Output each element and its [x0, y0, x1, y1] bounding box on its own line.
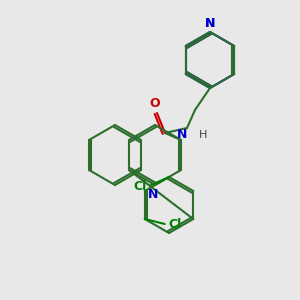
Text: N: N	[205, 17, 215, 30]
Text: N: N	[148, 188, 158, 201]
Text: N: N	[177, 128, 187, 141]
Text: O: O	[150, 97, 160, 110]
Text: N: N	[205, 17, 215, 30]
Text: Cl: Cl	[169, 218, 182, 230]
Text: H: H	[199, 130, 207, 140]
Text: Cl: Cl	[134, 181, 147, 194]
